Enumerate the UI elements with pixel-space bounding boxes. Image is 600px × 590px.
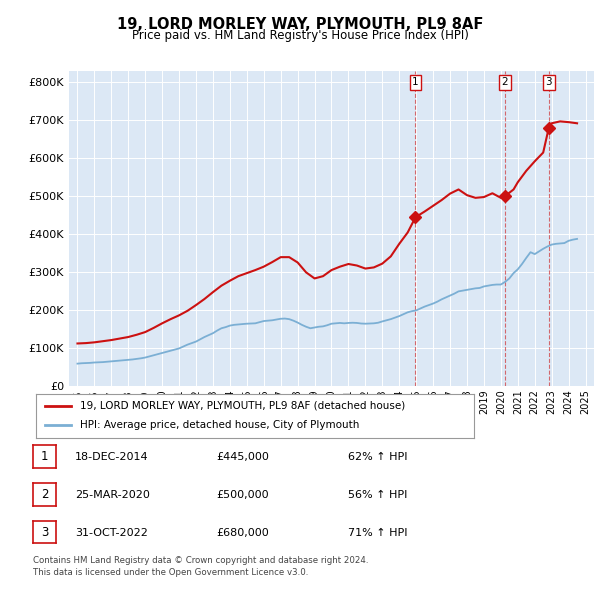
Text: 19, LORD MORLEY WAY, PLYMOUTH, PL9 8AF (detached house): 19, LORD MORLEY WAY, PLYMOUTH, PL9 8AF (… <box>80 401 405 411</box>
Text: Price paid vs. HM Land Registry's House Price Index (HPI): Price paid vs. HM Land Registry's House … <box>131 30 469 42</box>
Text: £680,000: £680,000 <box>216 528 269 537</box>
Text: £445,000: £445,000 <box>216 453 269 462</box>
Text: 1: 1 <box>41 450 48 463</box>
Text: 31-OCT-2022: 31-OCT-2022 <box>75 528 148 537</box>
Text: 62% ↑ HPI: 62% ↑ HPI <box>348 453 407 462</box>
Text: 2: 2 <box>41 488 48 501</box>
Text: This data is licensed under the Open Government Licence v3.0.: This data is licensed under the Open Gov… <box>33 568 308 577</box>
Text: 3: 3 <box>545 77 552 87</box>
Text: 25-MAR-2020: 25-MAR-2020 <box>75 490 150 500</box>
Text: 56% ↑ HPI: 56% ↑ HPI <box>348 490 407 500</box>
Text: 2: 2 <box>502 77 508 87</box>
Text: 19, LORD MORLEY WAY, PLYMOUTH, PL9 8AF: 19, LORD MORLEY WAY, PLYMOUTH, PL9 8AF <box>117 17 483 31</box>
Text: £500,000: £500,000 <box>216 490 269 500</box>
Text: 71% ↑ HPI: 71% ↑ HPI <box>348 528 407 537</box>
Text: HPI: Average price, detached house, City of Plymouth: HPI: Average price, detached house, City… <box>80 421 359 430</box>
Text: 1: 1 <box>412 77 419 87</box>
Text: 18-DEC-2014: 18-DEC-2014 <box>75 453 149 462</box>
Text: Contains HM Land Registry data © Crown copyright and database right 2024.: Contains HM Land Registry data © Crown c… <box>33 556 368 565</box>
Text: 3: 3 <box>41 526 48 539</box>
